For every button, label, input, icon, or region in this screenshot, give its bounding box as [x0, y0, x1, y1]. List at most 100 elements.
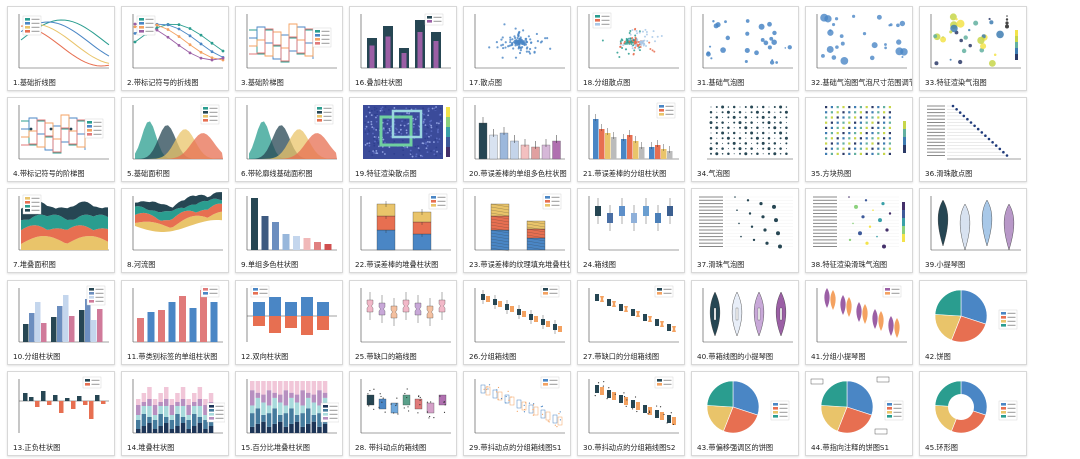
chart-thumbnail-card[interactable]: 36.滑珠散点图: [919, 97, 1027, 182]
legend: [82, 376, 102, 389]
bubble: [724, 20, 727, 24]
legend: [592, 12, 612, 29]
card-caption: 8.河流图: [127, 260, 156, 269]
chart-thumbnail-card[interactable]: 19.特征渲染散点图: [349, 97, 457, 182]
marker: [199, 33, 203, 37]
point: [528, 47, 532, 51]
card-caption: 34.气泡图: [697, 169, 730, 178]
bar: [293, 236, 300, 250]
chart-thumbnail-card[interactable]: 35.方块热图: [805, 97, 913, 182]
chart-thumbnail-card[interactable]: 3.基础阶梯图: [235, 6, 343, 91]
chart-thumbnail-card[interactable]: 18.分组散点图: [577, 6, 685, 91]
point: [488, 46, 491, 49]
chart-thumbnail-card[interactable]: 30.带抖动点的分组箱线图S2: [577, 371, 685, 456]
chart-thumbnail-card[interactable]: 12.双向柱状图: [235, 280, 343, 365]
chart-thumbnail-card[interactable]: 34.气泡图: [691, 97, 799, 182]
chart-thumbnail-card[interactable]: 6.带轮廓线基础面积图: [235, 97, 343, 182]
chart-thumbnail-card[interactable]: 38.特征渲染滑珠气泡图: [805, 188, 913, 273]
chart-thumbnail-card[interactable]: 29.带抖动点的分组箱线图S1: [463, 371, 571, 456]
bubble: [744, 59, 748, 64]
legend: [542, 193, 562, 210]
legend: [84, 118, 104, 139]
chart-thumbnail-card[interactable]: 22.带误差棒的堆叠柱状图: [349, 188, 457, 273]
chart-thumbnail-card[interactable]: 21.带误差棒的分组柱状图: [577, 97, 685, 182]
chart-thumbnail-card[interactable]: 17.散点图: [463, 6, 571, 91]
card-caption: 42.饼图: [925, 352, 951, 361]
marker: [155, 23, 159, 27]
legend: [320, 402, 339, 423]
card-caption: 43.带偏移强调区的饼图: [697, 443, 774, 452]
card-caption: 5.基础面积图: [127, 169, 170, 178]
chart-thumbnail-card[interactable]: 9.单组多色柱状图: [235, 188, 343, 273]
marker: [199, 56, 203, 60]
point: [535, 32, 538, 36]
chart-thumbnail-card[interactable]: 42.饼图: [919, 280, 1027, 365]
chart-thumbnail-card[interactable]: 43.带偏移强调区的饼图: [691, 371, 799, 456]
chart-thumbnail-card[interactable]: 25.带缺口的箱线图: [349, 280, 457, 365]
point: [522, 29, 525, 32]
chart-thumbnail-card[interactable]: 1.基础折线图: [7, 6, 115, 91]
chart-thumbnail-card[interactable]: 14.堆叠柱状图: [121, 371, 229, 456]
chart-thumbnail-card[interactable]: 39.小提琴图: [919, 188, 1027, 273]
bubble: [763, 40, 769, 46]
legend: [540, 376, 560, 389]
card-caption: 29.带抖动点的分组箱线图S1: [469, 443, 562, 452]
point: [518, 37, 522, 40]
legend: [314, 104, 334, 125]
chart-thumbnail-card[interactable]: 4.带标记符号的阶梯图: [7, 97, 115, 182]
point: [549, 47, 552, 50]
bubble: [712, 20, 715, 23]
point: [509, 38, 512, 42]
point: [973, 124, 976, 128]
chart-thumbnail-card[interactable]: 8.河流图: [121, 188, 229, 273]
chart-thumbnail-card[interactable]: 11.带类别标签的单组柱状图: [121, 280, 229, 365]
chart-thumbnail-card[interactable]: 32.基础气泡图气泡尺寸范围调节: [805, 6, 913, 91]
point: [502, 46, 505, 50]
chart-thumbnail-card[interactable]: 28. 带抖动点的箱线图: [349, 371, 457, 456]
legend: [200, 104, 220, 125]
point: [980, 131, 984, 134]
chart-thumbnail-card[interactable]: 44.带指向注释的饼图S1: [805, 371, 913, 456]
chart-thumbnail-card[interactable]: 24.箱线图: [577, 188, 685, 273]
bar: [401, 53, 407, 68]
chart-thumbnail-card[interactable]: 40.带箱线图的小提琴图: [691, 280, 799, 365]
chart-thumbnail: [132, 285, 223, 343]
card-caption: 39.小提琴图: [925, 260, 966, 269]
point: [521, 42, 524, 46]
card-caption: 20.带误差棒的单组多色柱状图: [469, 169, 567, 178]
chart-thumbnail-card[interactable]: 27.带缺口的分组箱线图: [577, 280, 685, 365]
chart-thumbnail-card[interactable]: 33.特征渲染气泡图: [919, 6, 1027, 91]
legend: [22, 15, 42, 36]
point: [518, 51, 522, 55]
point: [514, 27, 517, 30]
legend: [206, 402, 225, 423]
chart-thumbnail-card[interactable]: 45.环形图: [919, 371, 1027, 456]
chart-thumbnail-card[interactable]: 10.分组柱状图: [7, 280, 115, 365]
chart-thumbnail-card[interactable]: 37.滑珠气泡图: [691, 188, 799, 273]
point: [514, 44, 517, 47]
legend: [884, 400, 904, 421]
chart-thumbnail-card[interactable]: 26.分组箱线图: [463, 280, 571, 365]
chart-thumbnail-card[interactable]: 15.百分比堆叠柱状图: [235, 371, 343, 456]
legend: [200, 285, 220, 298]
chart-thumbnail-card[interactable]: 5.基础面积图: [121, 97, 229, 182]
chart-thumbnail-card[interactable]: 23.带误差棒的纹理填充堆叠柱状图: [463, 188, 571, 273]
chart-thumbnail-card[interactable]: 31.基础气泡图: [691, 6, 799, 91]
chart-thumbnail: [18, 194, 109, 251]
bar: [158, 310, 165, 342]
marker: [188, 51, 192, 55]
chart-thumbnail: [360, 379, 451, 434]
card-caption: 11.带类别标签的单组柱状图: [127, 352, 218, 361]
chart-thumbnail-card[interactable]: 41.分组小提琴图: [805, 280, 913, 365]
bar: [200, 290, 207, 342]
chart-thumbnail: [246, 379, 339, 434]
legend: [998, 400, 1018, 421]
chart-thumbnail-card[interactable]: 2.带标记符号的折线图: [121, 6, 229, 91]
chart-thumbnail-card[interactable]: 13.正负柱状图: [7, 371, 115, 456]
chart-thumbnail-card[interactable]: 20.带误差棒的单组多色柱状图: [463, 97, 571, 182]
bar: [137, 318, 144, 342]
card-caption: 1.基础折线图: [13, 78, 56, 87]
chart-thumbnail-card[interactable]: 7.堆叠面积图: [7, 188, 115, 273]
legend: [424, 13, 444, 26]
chart-thumbnail-card[interactable]: 16.叠加柱状图: [349, 6, 457, 91]
